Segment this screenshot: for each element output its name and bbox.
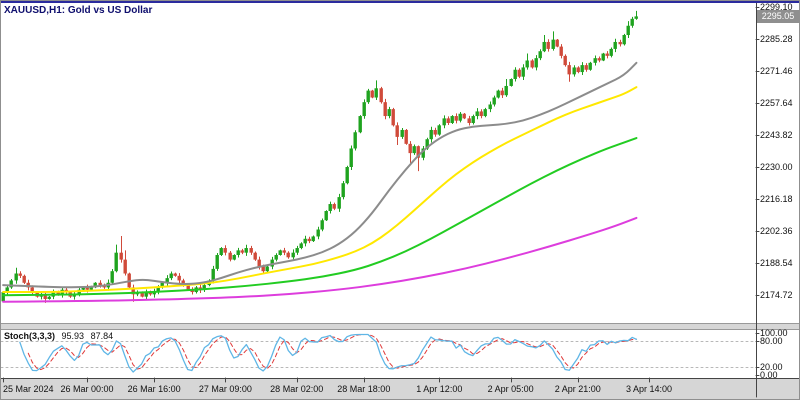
time-axis-label: 26 Mar 00:00 [60, 384, 114, 394]
stoch-axis-label: 80.00 [760, 336, 783, 347]
stoch-axis-label: 0.00 [760, 370, 778, 380]
time-axis-label: 3 Apr 14:00 [626, 384, 673, 394]
stochastic-k-value: 95.93 [61, 331, 85, 341]
time-axis-label: 27 Mar 09:00 [198, 384, 252, 394]
time-axis-label: 2 Apr 05:00 [487, 384, 534, 394]
price-axis-label: 2257.64 [760, 98, 793, 108]
price-axis-label: 2285.28 [760, 34, 793, 44]
stochastic-d-value: 87.84 [90, 331, 114, 341]
price-axis-label: 2243.82 [760, 130, 793, 140]
price-axis-label: 2188.54 [760, 258, 793, 268]
time-axis-label: 2 Apr 21:00 [554, 384, 601, 394]
time-axis-label: 28 Mar 02:00 [270, 384, 324, 394]
stoch-axis-label: 100.00 [760, 328, 788, 338]
price-axis-label: 2271.46 [760, 66, 793, 76]
price-axis-label: 2174.72 [760, 290, 793, 300]
time-axis-label: 1 Apr 12:00 [416, 384, 463, 394]
current-price-tag: 2295.05 [757, 10, 799, 23]
time-axis-label: 25 Mar 2024 [3, 384, 54, 394]
stochastic-indicator-label: Stoch(3,3,3) 95.93 87.84 [4, 331, 117, 341]
price-axis-label: 2216.18 [760, 194, 793, 204]
time-axis-label: 26 Mar 16:00 [127, 384, 181, 394]
stochastic-name: Stoch(3,3,3) [4, 331, 56, 341]
price-axis-label: 2230.00 [760, 162, 793, 172]
stoch-axis-label: 20.00 [760, 361, 783, 372]
chart-symbol-title: XAUUSD,H1: Gold vs US Dollar [4, 5, 153, 16]
window-top-border [1, 1, 799, 3]
price-axis-label: 2202.36 [760, 226, 793, 236]
price-axis-label: 2299.10 [760, 2, 793, 12]
time-axis-label: 28 Mar 18:00 [337, 384, 391, 394]
